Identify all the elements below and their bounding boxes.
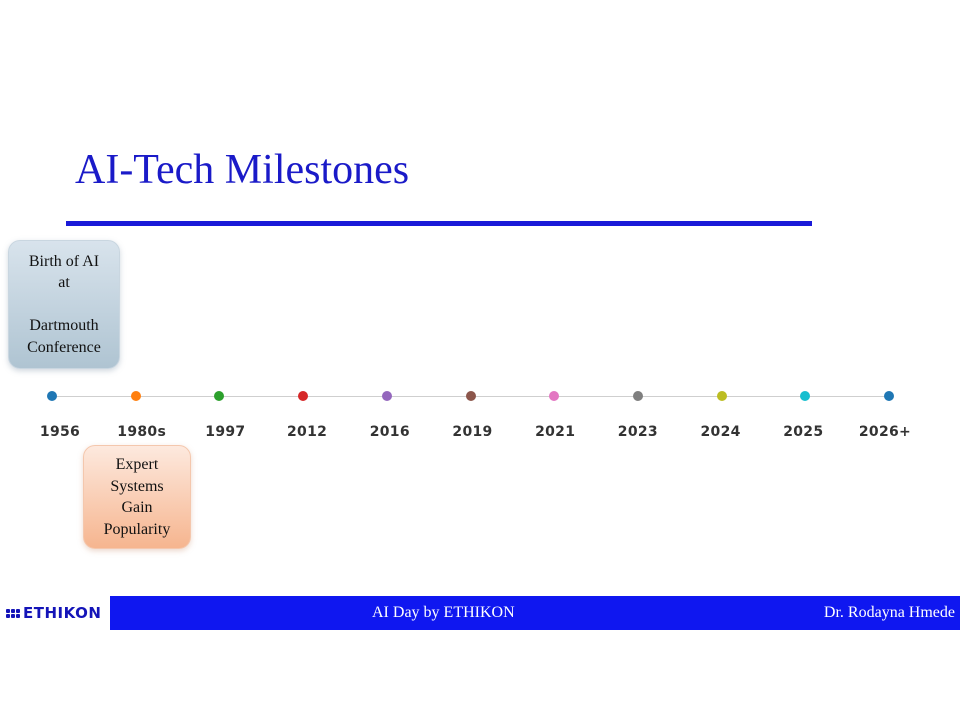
year-label-2012: 2012 <box>287 424 328 440</box>
year-label-2023: 2023 <box>617 424 658 440</box>
logo-text: ETHIKON <box>23 604 102 622</box>
ethikon-logo: ETHIKON <box>0 596 110 630</box>
year-label-1980s: 1980s <box>117 424 167 440</box>
footer: ETHIKON AI Day by ETHIKON Dr. Rodayna Hm… <box>0 596 960 630</box>
year-label-1997: 1997 <box>205 424 246 440</box>
ethikon-logo-mark-icon <box>6 608 20 618</box>
year-label-2026plus: 2026+ <box>858 424 912 440</box>
timeline-dot-2012 <box>298 391 309 401</box>
event-card-birth-of-ai: Birth of AI at Dartmouth Conference <box>8 240 120 369</box>
timeline-dot-2024 <box>716 391 727 401</box>
year-label-2021: 2021 <box>535 424 576 440</box>
year-label-2024: 2024 <box>700 424 741 440</box>
title-underline <box>66 221 812 226</box>
timeline-dot-2025 <box>800 391 811 401</box>
timeline-dot-1997 <box>214 391 225 401</box>
footer-event-name: AI Day by ETHIKON <box>372 604 515 621</box>
year-label-2025: 2025 <box>783 424 824 440</box>
year-label-2019: 2019 <box>452 424 493 440</box>
event-card-expert-systems: Expert Systems Gain Popularity <box>83 445 191 549</box>
timeline-dot-2019 <box>465 391 476 401</box>
year-label-1956: 1956 <box>39 424 81 440</box>
slide-title: AI-Tech Milestones <box>75 147 410 193</box>
timeline-dot-2016 <box>381 391 392 401</box>
timeline-dot-2023 <box>632 391 643 401</box>
timeline-dot-1980s <box>130 391 141 401</box>
year-label-2016: 2016 <box>369 424 410 440</box>
timeline-dot-2021 <box>549 391 560 401</box>
timeline-dot-2026plus <box>884 391 894 401</box>
timeline-dot-1956 <box>47 391 57 401</box>
footer-bar: AI Day by ETHIKON Dr. Rodayna Hmede <box>110 596 960 630</box>
footer-presenter: Dr. Rodayna Hmede <box>823 604 955 621</box>
